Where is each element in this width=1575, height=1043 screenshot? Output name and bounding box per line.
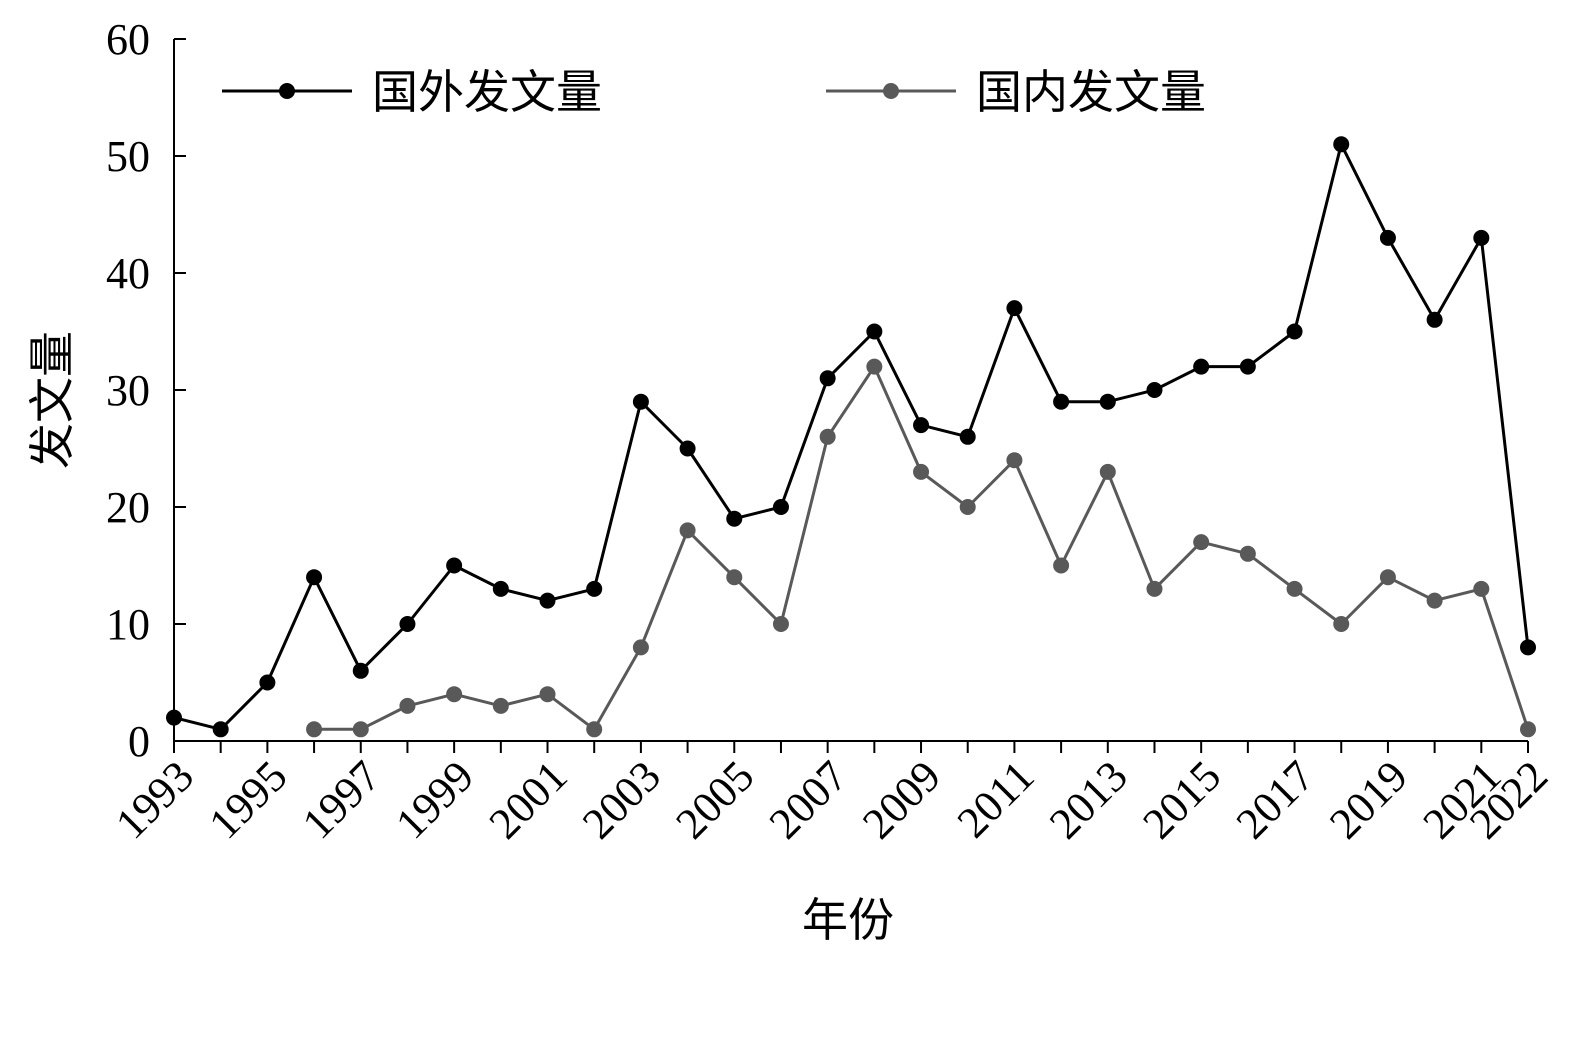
- legend-marker: [883, 83, 899, 99]
- y-axis-title: 发文量: [25, 331, 79, 469]
- legend: 国外发文量 国内发文量: [222, 65, 1206, 119]
- data-point: [306, 721, 323, 738]
- data-point: [866, 358, 883, 375]
- data-point: [492, 697, 509, 714]
- data-point: [1099, 393, 1116, 410]
- data-point: [586, 721, 603, 738]
- data-point: [679, 440, 696, 457]
- data-point: [726, 510, 743, 527]
- data-point: [1146, 580, 1163, 597]
- data-point: [446, 557, 463, 574]
- y-tick-label: 0: [128, 717, 150, 766]
- data-point: [1053, 557, 1070, 574]
- data-point: [539, 592, 556, 609]
- data-point: [1193, 358, 1210, 375]
- y-tick-label: 40: [106, 249, 150, 298]
- y-tick-label: 30: [106, 366, 150, 415]
- data-point: [1239, 358, 1256, 375]
- data-point: [866, 323, 883, 340]
- y-tick-label: 50: [106, 132, 150, 181]
- x-tick-label: 2003: [573, 751, 670, 848]
- x-tick-label: 2009: [853, 751, 950, 848]
- data-point: [539, 686, 556, 703]
- data-point: [1286, 580, 1303, 597]
- legend-label: 国内发文量: [976, 65, 1206, 119]
- x-tick-label: 2015: [1133, 751, 1230, 848]
- y-tick-label: 10: [106, 600, 150, 649]
- data-point: [306, 569, 323, 586]
- y-tick-label: 60: [106, 15, 150, 64]
- data-point: [399, 616, 416, 632]
- data-point: [772, 499, 789, 515]
- data-point: [492, 580, 509, 597]
- data-point: [1333, 616, 1350, 632]
- data-point: [1286, 323, 1303, 340]
- data-point: [399, 697, 416, 714]
- data-point: [352, 721, 369, 738]
- data-point: [1006, 300, 1023, 317]
- data-point: [1099, 463, 1116, 480]
- x-tick-label: 2005: [666, 751, 763, 848]
- data-point: [1333, 136, 1350, 153]
- series-1: [166, 136, 1536, 738]
- legend-item-1: 国外发文量: [222, 65, 602, 119]
- x-tick-label: 1999: [386, 751, 483, 848]
- data-point: [1473, 580, 1490, 597]
- y-tick-label: 20: [106, 483, 150, 532]
- legend-marker: [279, 83, 295, 99]
- data-point: [726, 569, 743, 586]
- x-tick-label: 2001: [480, 751, 577, 848]
- data-point: [819, 428, 836, 445]
- data-point: [913, 417, 930, 434]
- data-point: [212, 721, 229, 738]
- x-tick-label: 2007: [760, 751, 857, 848]
- legend-label: 国外发文量: [372, 65, 602, 119]
- data-point: [959, 428, 976, 445]
- data-point: [446, 686, 463, 703]
- data-point: [772, 616, 789, 632]
- data-point: [1426, 311, 1443, 328]
- data-point: [632, 639, 649, 656]
- data-point: [819, 370, 836, 387]
- data-point: [679, 522, 696, 539]
- data-point: [1053, 393, 1070, 410]
- x-tick-label: 1997: [293, 751, 390, 848]
- data-point: [1006, 452, 1023, 469]
- x-tick-label: 2013: [1040, 751, 1137, 848]
- data-point: [1379, 229, 1396, 246]
- data-point: [1379, 569, 1396, 586]
- data-point: [166, 709, 182, 726]
- data-point: [259, 674, 276, 691]
- data-point: [1473, 229, 1490, 246]
- x-tick-label: 2011: [948, 751, 1044, 847]
- x-axis-title: 年份: [802, 893, 894, 947]
- x-tick-label: 1993: [106, 751, 203, 848]
- data-point: [913, 463, 930, 480]
- data-point: [632, 393, 649, 410]
- series-2: [306, 358, 1536, 738]
- data-point: [1426, 592, 1443, 609]
- data-point: [352, 662, 369, 679]
- data-point: [1146, 382, 1163, 398]
- x-tick-label: 2019: [1320, 751, 1417, 848]
- data-point: [1239, 545, 1256, 562]
- data-point: [1520, 721, 1536, 738]
- data-point: [959, 499, 976, 515]
- data-point: [1520, 639, 1536, 656]
- x-tick-label: 2017: [1227, 751, 1324, 848]
- data-point: [1193, 534, 1210, 551]
- series-line: [173, 142, 1530, 731]
- series-group: [166, 136, 1536, 738]
- data-point: [586, 580, 603, 597]
- x-tick-label: 1995: [200, 751, 297, 848]
- legend-item-2: 国内发文量: [826, 65, 1206, 119]
